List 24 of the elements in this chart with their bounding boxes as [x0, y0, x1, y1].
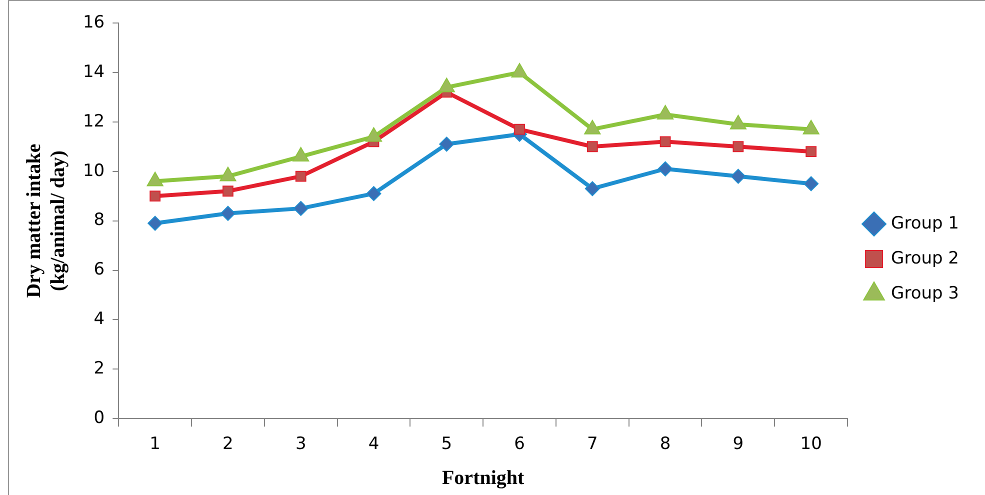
y-tick-label: 14 — [82, 62, 105, 82]
y-tick-label: 8 — [94, 210, 105, 230]
y-tick-label: 6 — [94, 260, 105, 280]
y-tick-label: 2 — [94, 358, 105, 379]
x-tick-label: 2 — [222, 434, 234, 454]
x-tick-label: 7 — [587, 434, 598, 454]
x-tick-label: 1 — [150, 434, 160, 454]
y-axis-title: Dry matter intake (kg/animal/ day) — [23, 144, 70, 298]
legend-label: Group 2 — [891, 248, 960, 268]
y-tick-label: 12 — [82, 111, 105, 132]
y-tick-label: 10 — [82, 160, 105, 181]
x-tick-label: 3 — [295, 434, 306, 454]
y-tick-label: 16 — [82, 12, 105, 32]
y-tick-label: 4 — [94, 309, 105, 330]
x-tick-label: 10 — [800, 434, 822, 454]
x-tick-label: 4 — [368, 434, 380, 454]
y-tick-label: 0 — [94, 408, 105, 428]
legend-label: Group 1 — [891, 213, 960, 234]
x-tick-label: 9 — [732, 434, 744, 454]
legend-label: Group 3 — [891, 283, 960, 304]
x-tick-label: 6 — [514, 434, 525, 454]
x-tick-label: 8 — [660, 434, 671, 454]
x-tick-label: 5 — [441, 434, 452, 454]
x-axis-title: Fortnight — [442, 467, 525, 490]
